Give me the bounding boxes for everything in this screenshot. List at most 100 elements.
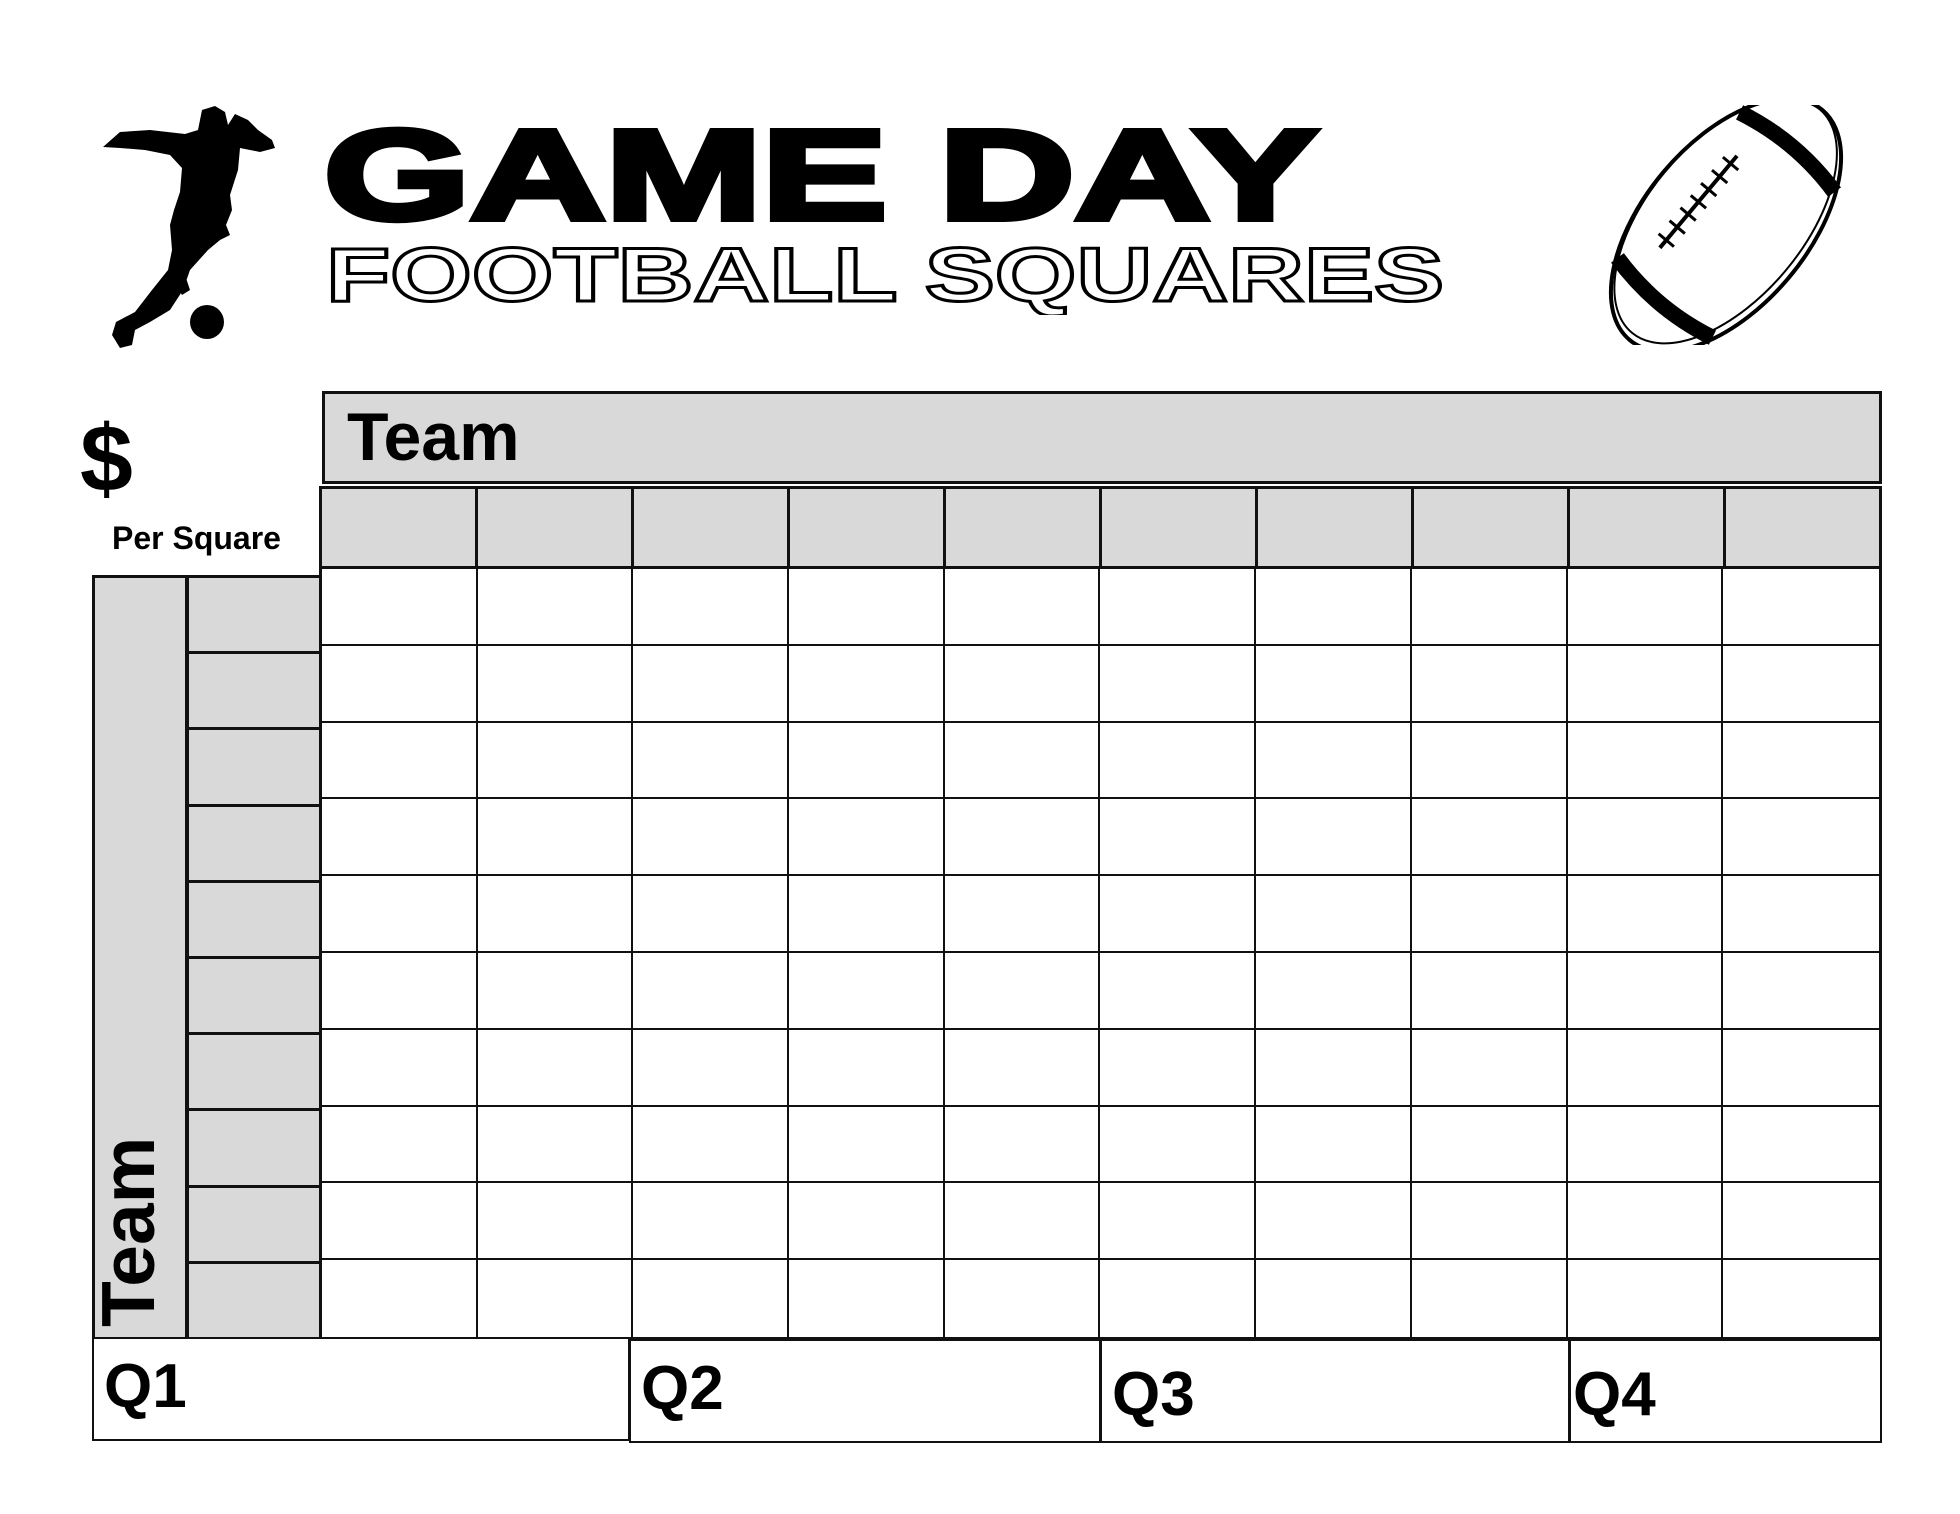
quarter-box-q2[interactable]: Q2 (629, 1339, 1101, 1443)
square-cell[interactable] (789, 722, 945, 800)
row-number-cell[interactable] (186, 575, 322, 655)
row-number-cell[interactable] (186, 1184, 322, 1264)
square-cell[interactable] (633, 1183, 790, 1261)
square-cell[interactable] (1256, 953, 1412, 1030)
square-cell[interactable] (1723, 799, 1879, 877)
square-cell[interactable] (1100, 1106, 1257, 1184)
square-cell[interactable] (944, 876, 1101, 953)
square-cell[interactable] (633, 722, 790, 800)
row-number-cell[interactable] (186, 1032, 322, 1112)
square-cell[interactable] (477, 953, 634, 1030)
square-cell[interactable] (1567, 876, 1724, 953)
column-number-cell[interactable] (319, 486, 478, 569)
square-cell[interactable] (1567, 953, 1724, 1030)
square-cell[interactable] (1723, 876, 1879, 953)
square-cell[interactable] (322, 722, 478, 800)
square-cell[interactable] (322, 799, 478, 877)
square-cell[interactable] (1100, 1183, 1257, 1261)
row-number-cell[interactable] (186, 651, 322, 731)
square-cell[interactable] (789, 569, 945, 646)
square-cell[interactable] (1100, 1260, 1257, 1337)
column-number-cell[interactable] (631, 486, 790, 569)
square-cell[interactable] (1411, 1106, 1568, 1184)
square-cell[interactable] (1723, 1030, 1879, 1107)
square-cell[interactable] (1256, 1183, 1412, 1261)
square-cell[interactable] (1411, 1029, 1568, 1107)
square-cell[interactable] (633, 876, 790, 953)
row-number-cell[interactable] (186, 956, 322, 1036)
square-cell[interactable] (1568, 1260, 1724, 1337)
square-cell[interactable] (1100, 569, 1257, 646)
square-cell[interactable] (633, 1106, 790, 1184)
row-number-cell[interactable] (186, 879, 322, 960)
square-cell[interactable] (944, 953, 1101, 1030)
square-cell[interactable] (322, 569, 478, 646)
square-cell[interactable] (633, 645, 790, 723)
square-cell[interactable] (1567, 645, 1724, 723)
square-cell[interactable] (1100, 876, 1257, 953)
row-number-cell[interactable] (186, 803, 322, 883)
square-cell[interactable] (1411, 645, 1568, 723)
square-cell[interactable] (477, 645, 634, 723)
square-cell[interactable] (789, 1106, 945, 1184)
square-cell[interactable] (633, 569, 790, 646)
square-cell[interactable] (322, 1260, 478, 1337)
square-cell[interactable] (789, 1183, 945, 1261)
square-cell[interactable] (1411, 569, 1568, 646)
square-cell[interactable] (1256, 876, 1412, 953)
column-number-cell[interactable] (943, 486, 1102, 569)
square-cell[interactable] (1723, 646, 1879, 723)
column-number-cell[interactable] (1411, 486, 1570, 569)
square-cell[interactable] (789, 876, 945, 953)
square-cell[interactable] (322, 1183, 478, 1261)
quarter-box-q3[interactable]: Q3 (1100, 1339, 1570, 1443)
square-cell[interactable] (1256, 569, 1412, 646)
square-cell[interactable] (944, 1183, 1101, 1261)
square-cell[interactable] (1256, 1106, 1412, 1184)
square-cell[interactable] (477, 876, 634, 953)
square-cell[interactable] (1723, 953, 1879, 1030)
row-number-cell[interactable] (186, 1260, 322, 1341)
square-cell[interactable] (477, 1183, 634, 1261)
square-cell[interactable] (1256, 1029, 1412, 1107)
square-cell[interactable] (789, 645, 945, 723)
square-cell[interactable] (322, 953, 478, 1030)
square-cell[interactable] (789, 1029, 945, 1107)
top-team-header[interactable]: Team (322, 391, 1882, 484)
square-cell[interactable] (945, 1260, 1101, 1337)
square-cell[interactable] (1411, 1183, 1568, 1261)
square-cell[interactable] (633, 953, 790, 1030)
square-cell[interactable] (1100, 645, 1257, 723)
square-cell[interactable] (1723, 1107, 1879, 1184)
row-number-cell[interactable] (186, 1108, 322, 1188)
square-cell[interactable] (1567, 1029, 1724, 1107)
column-number-cell[interactable] (475, 486, 634, 569)
square-cell[interactable] (1723, 1260, 1879, 1337)
square-cell[interactable] (633, 799, 790, 877)
square-cell[interactable] (944, 722, 1101, 800)
square-cell[interactable] (1256, 645, 1412, 723)
square-cell[interactable] (322, 1106, 478, 1184)
square-cell[interactable] (1100, 799, 1257, 877)
square-cell[interactable] (1100, 953, 1257, 1030)
square-cell[interactable] (1411, 799, 1568, 877)
quarter-box-q4[interactable]: Q4 (1569, 1339, 1882, 1443)
square-cell[interactable] (1567, 799, 1724, 877)
square-cell[interactable] (322, 645, 478, 723)
square-cell[interactable] (944, 645, 1101, 723)
row-number-cell[interactable] (186, 727, 322, 807)
column-number-cell[interactable] (787, 486, 946, 569)
square-cell[interactable] (477, 722, 634, 800)
square-cell[interactable] (1411, 722, 1568, 800)
square-cell[interactable] (1100, 722, 1257, 800)
square-cell[interactable] (1567, 1183, 1724, 1261)
square-cell[interactable] (944, 1029, 1101, 1107)
square-cell[interactable] (1256, 722, 1412, 800)
square-cell[interactable] (1412, 1260, 1568, 1337)
square-cell[interactable] (633, 1260, 790, 1337)
square-cell[interactable] (944, 799, 1101, 877)
square-cell[interactable] (1567, 1106, 1724, 1184)
square-cell[interactable] (633, 1029, 790, 1107)
square-cell[interactable] (1411, 953, 1568, 1030)
square-cell[interactable] (1411, 876, 1568, 953)
